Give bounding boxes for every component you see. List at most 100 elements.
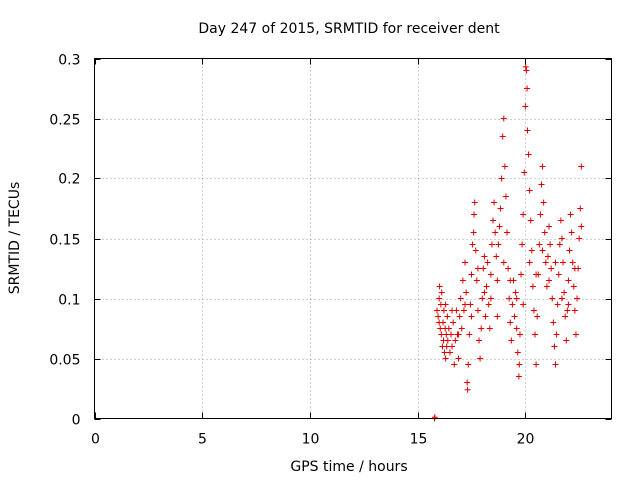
data-point	[446, 349, 453, 356]
data-point	[467, 301, 474, 308]
data-point	[474, 265, 481, 272]
data-point	[460, 307, 467, 314]
grid-lines	[94, 58, 612, 419]
data-point	[505, 265, 512, 272]
y-tick-label: 0.15	[49, 233, 80, 249]
data-point	[458, 325, 465, 332]
data-point	[442, 301, 449, 308]
data-point	[509, 301, 516, 308]
data-point	[543, 283, 550, 290]
x-tick-label: 15	[410, 432, 428, 448]
data-point	[442, 355, 449, 362]
data-point	[570, 283, 577, 290]
data-point	[518, 271, 525, 278]
data-point	[532, 331, 539, 338]
data-point	[441, 349, 448, 356]
data-point	[515, 373, 522, 380]
data-point	[524, 127, 531, 134]
data-point	[553, 331, 560, 338]
data-point	[488, 241, 495, 248]
data-point	[526, 187, 533, 194]
data-point	[571, 307, 578, 314]
data-point	[520, 211, 527, 218]
x-tick-label: 5	[198, 432, 207, 448]
data-point	[568, 229, 575, 236]
data-point	[455, 331, 462, 338]
data-point	[551, 343, 558, 350]
data-point	[500, 115, 507, 122]
data-point	[438, 289, 445, 296]
data-point	[525, 151, 532, 158]
data-point	[452, 337, 459, 344]
data-point	[548, 265, 555, 272]
data-point	[513, 325, 520, 332]
data-point	[436, 283, 443, 290]
data-point	[561, 289, 568, 296]
data-point	[564, 307, 571, 314]
data-point	[523, 67, 530, 74]
y-tick-label: 0	[72, 413, 81, 429]
data-point	[566, 247, 573, 254]
data-point	[498, 175, 505, 182]
data-point	[538, 181, 545, 188]
data-point	[487, 295, 494, 302]
x-tick-label: 20	[517, 432, 535, 448]
data-point	[508, 337, 515, 344]
data-point	[495, 241, 502, 248]
data-point	[507, 277, 514, 284]
data-point	[496, 223, 503, 230]
data-point	[490, 217, 497, 224]
data-point	[444, 313, 451, 320]
data-point	[456, 313, 463, 320]
data-point	[457, 295, 464, 302]
data-point	[519, 241, 526, 248]
data-point	[464, 379, 471, 386]
data-point	[541, 229, 548, 236]
tick-labels: 0 5 10 15 20 0 0.05 0.1 0.15 0.2 0.25 0.3	[49, 53, 534, 448]
data-point	[506, 295, 513, 302]
data-point	[557, 217, 564, 224]
data-point	[513, 295, 520, 302]
data-point	[539, 163, 546, 170]
data-point	[434, 307, 441, 314]
data-point	[436, 319, 443, 326]
data-point	[462, 259, 469, 266]
data-point	[527, 217, 534, 224]
data-point	[492, 229, 499, 236]
data-point	[512, 289, 519, 296]
data-point	[494, 313, 501, 320]
data-point	[485, 301, 492, 308]
data-point	[483, 283, 490, 290]
data-point	[497, 205, 504, 212]
data-point	[486, 325, 493, 332]
data-point	[565, 301, 572, 308]
data-point	[521, 169, 528, 176]
axis-ticks	[94, 58, 612, 420]
data-point	[514, 349, 521, 356]
data-point	[556, 241, 563, 248]
data-point	[471, 211, 478, 218]
data-point	[516, 331, 523, 338]
data-point	[558, 235, 565, 242]
data-point	[554, 301, 561, 308]
data-point	[571, 265, 578, 272]
data-point	[449, 343, 456, 350]
data-point	[482, 313, 489, 320]
data-point	[491, 199, 498, 206]
y-tick-label: 0.1	[58, 293, 80, 309]
x-axis-label: GPS time / hours	[290, 459, 407, 475]
data-point	[558, 295, 565, 302]
data-point	[530, 307, 537, 314]
data-point	[431, 414, 438, 421]
data-point	[537, 211, 544, 218]
data-point	[500, 259, 507, 266]
y-tick-label: 0.25	[49, 113, 80, 129]
data-point	[524, 85, 531, 92]
data-point	[444, 337, 451, 344]
data-point	[476, 337, 483, 344]
data-point	[472, 247, 479, 254]
y-tick-label: 0.05	[49, 353, 80, 369]
data-point	[552, 361, 559, 368]
data-point	[435, 313, 442, 320]
